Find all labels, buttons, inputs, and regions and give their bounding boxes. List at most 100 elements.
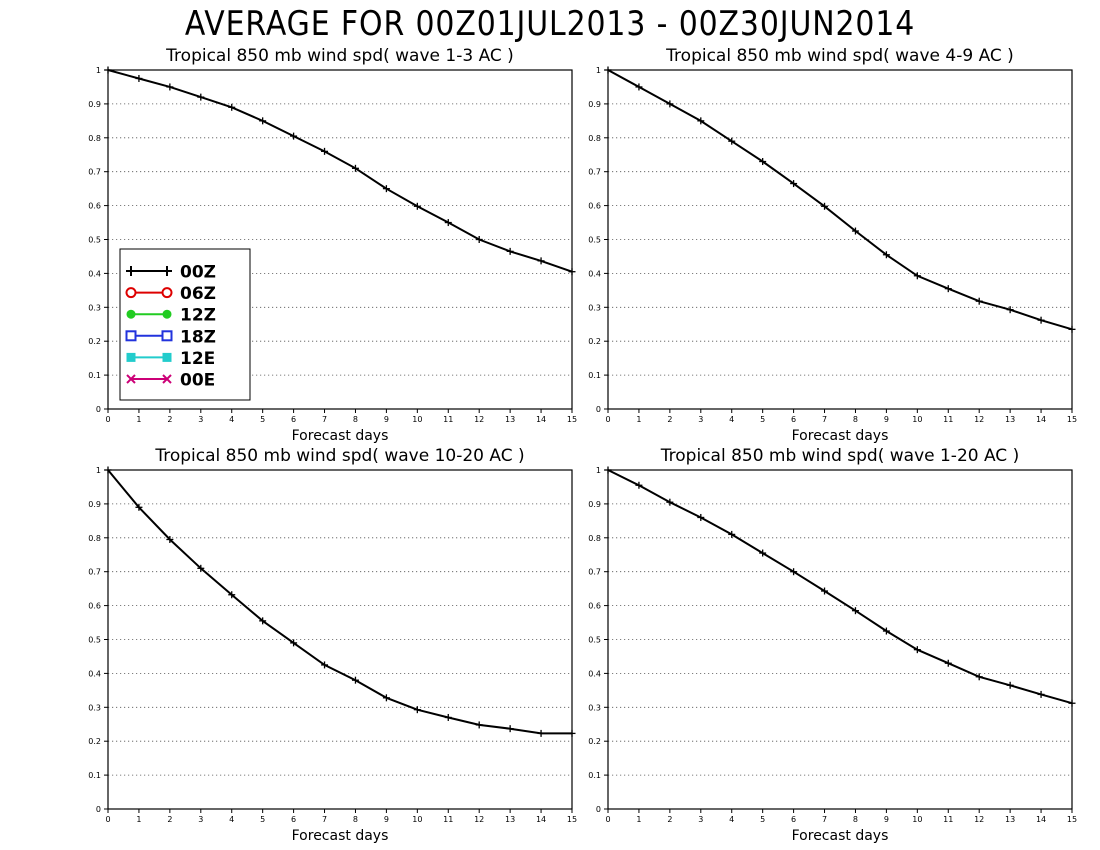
x-tick-label: 0: [105, 415, 110, 424]
y-tick-label: 0.6: [588, 202, 601, 211]
x-icon: [126, 374, 136, 384]
x-tick-label: 12: [974, 815, 984, 824]
x-tick-label: 15: [567, 815, 577, 824]
x-tick-label: 6: [791, 815, 796, 824]
panel-title: Tropical 850 mb wind spd( wave 1-3 AC ): [165, 46, 514, 66]
data-point: [821, 587, 829, 595]
data-point: [166, 535, 174, 543]
page-title: AVERAGE FOR 00Z01JUL2013 - 00Z30JUN2014: [184, 4, 916, 44]
x-tick-label: 2: [167, 815, 172, 824]
x-tick-label: 6: [291, 415, 296, 424]
x-tick-label: 1: [136, 415, 141, 424]
panel-title: Tropical 850 mb wind spd( wave 1-20 AC ): [660, 446, 1019, 466]
data-point: [444, 219, 452, 227]
y-tick-label: 0: [96, 405, 101, 414]
data-point: [666, 498, 674, 506]
x-axis-label: Forecast days: [292, 828, 389, 844]
data-point: [975, 297, 983, 305]
y-tick-label: 0.5: [588, 636, 601, 645]
data-point: [444, 713, 452, 721]
data-point: [790, 180, 798, 188]
data-point: [882, 251, 890, 259]
y-tick-label: 0.9: [88, 100, 101, 109]
data-point: [821, 202, 829, 210]
y-tick-label: 0.2: [588, 737, 601, 746]
x-tick-label: 15: [1067, 815, 1077, 824]
y-tick-label: 0.4: [88, 669, 101, 678]
data-point: [382, 694, 390, 702]
x-tick-label: 8: [853, 815, 858, 824]
x-tick-label: 13: [1005, 415, 1015, 424]
y-tick-label: 0.1: [588, 371, 601, 380]
y-tick-label: 0.7: [88, 568, 101, 577]
data-point: [568, 729, 576, 737]
series-line-00Z: [607, 469, 1073, 705]
y-tick-label: 0.5: [588, 236, 601, 245]
y-tick-label: 0.2: [88, 737, 101, 746]
data-point: [759, 549, 767, 557]
y-tick-label: 0.7: [588, 168, 601, 177]
data-point: [382, 185, 390, 193]
y-tick-label: 1: [96, 66, 101, 75]
x-tick-label: 14: [1036, 415, 1046, 424]
y-tick-label: 0.9: [88, 500, 101, 509]
data-point: [506, 247, 514, 255]
circle-icon: [125, 287, 137, 299]
data-point: [944, 659, 952, 667]
x-tick-label: 10: [912, 415, 922, 424]
x-icon: [162, 374, 172, 384]
y-tick-label: 0.2: [88, 337, 101, 346]
data-point: [135, 503, 143, 511]
x-tick-label: 12: [474, 415, 484, 424]
x-tick-label: 4: [729, 815, 734, 824]
data-point: [913, 272, 921, 280]
filled-square-icon: [162, 352, 172, 362]
x-tick-label: 14: [536, 815, 546, 824]
legend-label: 06Z: [180, 284, 216, 304]
x-tick-label: 15: [567, 415, 577, 424]
x-tick-label: 10: [412, 415, 422, 424]
chart-panel-1: 00.10.20.30.40.50.60.70.80.910 1 2 3 4 5 6 7 8 9 1…: [88, 46, 577, 444]
y-tick-label: 1: [596, 466, 601, 475]
data-point: [259, 617, 267, 625]
x-tick-label: 6: [791, 415, 796, 424]
square-icon: [161, 330, 173, 342]
data-point: [1006, 306, 1014, 314]
y-tick-label: 0.1: [588, 771, 601, 780]
x-tick-label: 4: [229, 415, 234, 424]
data-point: [1037, 690, 1045, 698]
data-point: [197, 93, 205, 101]
y-tick-label: 0.6: [588, 602, 601, 611]
x-tick-label: 8: [853, 415, 858, 424]
data-point: [635, 481, 643, 489]
data-point: [506, 725, 514, 733]
x-tick-label: 11: [443, 415, 453, 424]
y-tick-label: 0.6: [88, 602, 101, 611]
x-tick-label: 1: [136, 815, 141, 824]
data-point: [413, 706, 421, 714]
y-tick-label: 0.8: [588, 134, 601, 143]
legend-item-00Z: 00Z: [126, 263, 216, 283]
y-tick-label: 0.4: [88, 269, 101, 278]
x-tick-label: 6: [291, 815, 296, 824]
data-point: [135, 74, 143, 82]
x-tick-label: 5: [760, 815, 765, 824]
x-tick-label: 2: [667, 815, 672, 824]
x-tick-label: 3: [698, 415, 703, 424]
x-axis-label: Forecast days: [292, 428, 389, 444]
legend-item-12Z: 12Z: [126, 306, 216, 326]
data-point: [537, 729, 545, 737]
series-line-00Z: [107, 69, 573, 273]
x-tick-label: 3: [698, 815, 703, 824]
y-tick-label: 0.3: [88, 303, 101, 312]
x-tick-label: 9: [384, 815, 389, 824]
legend-item-00E: 00E: [126, 371, 215, 391]
data-point: [790, 568, 798, 576]
dot-icon: [162, 309, 172, 319]
x-tick-label: 7: [322, 415, 327, 424]
data-point: [975, 673, 983, 681]
x-tick-label: 12: [974, 415, 984, 424]
data-point: [537, 257, 545, 265]
x-tick-label: 3: [198, 815, 203, 824]
